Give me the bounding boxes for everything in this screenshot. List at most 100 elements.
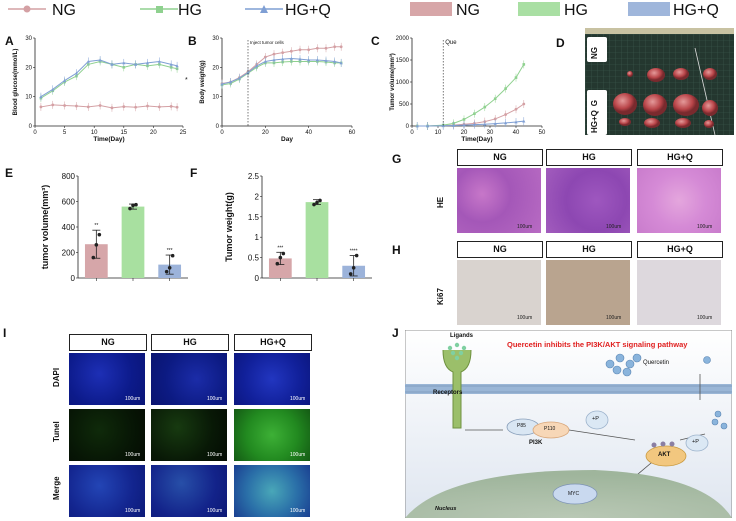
panel-f-ytick-label-0: 0	[255, 274, 260, 283]
panel-c-ylabel: Tumor volume(mm³)	[389, 53, 396, 111]
panel-h-scale-hgq: 100um	[697, 315, 713, 321]
panel-a-series-0-point-11	[169, 104, 173, 108]
panel-f-ytick-label-5: 2.5	[248, 172, 260, 181]
panel-b-series-0-point-14	[339, 45, 343, 49]
panel-f-point-0-1	[278, 255, 283, 260]
panel-b-series-0-point-9	[298, 48, 302, 52]
panel-label-a: A	[5, 34, 14, 48]
panel-f-point-0-2	[281, 251, 286, 256]
panel-e-point-0-2	[97, 232, 102, 237]
panel-a-series-0-line	[40, 104, 178, 109]
panel-b-series-2-point-5	[263, 59, 267, 63]
panel-j-receptors: Receptors	[433, 390, 463, 396]
panel-c-xtick-label-2: 20	[461, 130, 468, 136]
panel-f-ytick-label-2: 1	[255, 233, 260, 242]
panel-label-g: G	[392, 152, 402, 166]
panel-j-p1: +P	[592, 416, 599, 422]
panel-c-annotation-text: Que	[445, 40, 457, 46]
panel-j-diagram: Quercetin inhibits the PI3K/AKT signalin…	[405, 330, 732, 518]
panel-g-header-hgq: HG+Q	[637, 149, 723, 166]
panel-i-row-merge: Merge	[52, 476, 61, 500]
panel-b-series-2-point-2	[237, 76, 241, 80]
legend-left-marker-0	[23, 5, 31, 13]
legend-left-marker-1	[156, 6, 163, 13]
panel-b-ytick-label-3: 30	[212, 36, 219, 42]
panel-e-point-0-1	[94, 243, 99, 247]
panel-a-series-2-point-7	[122, 61, 126, 65]
panel-c-series-0-point-9	[514, 107, 518, 111]
panel-c-series-1-point-9	[514, 76, 518, 79]
panel-c-series-2-point-2	[441, 124, 445, 128]
panel-c-series-2-point-0	[415, 124, 419, 128]
legend-right-swatch-1	[518, 2, 560, 16]
panel-g-scale-ng: 100um	[517, 224, 533, 230]
panel-g-scale-hg: 100um	[606, 224, 622, 230]
legend-left-marker-2	[260, 5, 268, 13]
panel-b-series-2-point-12	[324, 58, 328, 62]
panel-j-p2: +P	[692, 439, 699, 445]
panel-b-xtick-label-0: 0	[220, 130, 224, 136]
panel-e-ylabel: tumor volume(mm³)	[40, 185, 50, 270]
panel-f-point-1-2	[318, 198, 322, 203]
panel-a-series-2-point-8	[134, 62, 138, 66]
panel-f-point-2-1	[351, 266, 356, 270]
panel-b-ytick-label-0: 0	[216, 124, 220, 130]
panel-a-ytick-label-1: 10	[25, 95, 32, 101]
panel-b-ytick-label-2: 20	[212, 65, 219, 71]
panel-f-point-0-0	[275, 261, 280, 266]
panel-a-series-1-line	[40, 60, 178, 99]
panel-e-bar-0	[84, 244, 108, 278]
legend-left-label-1: HG	[178, 2, 202, 18]
panel-a-series-0-point-2	[63, 104, 66, 107]
panel-a-series-2-point-12	[175, 64, 179, 68]
panel-e-ytick-label-4: 800	[62, 172, 76, 181]
panel-label-j: J	[392, 326, 399, 340]
panel-b-series-2-point-0	[220, 82, 224, 86]
panel-c-series-2-point-10	[522, 119, 526, 123]
panel-b-series-0-point-5	[263, 55, 267, 59]
panel-f-point-1-0	[312, 202, 316, 207]
panel-c-xtick-label-5: 50	[539, 130, 546, 136]
panel-b-series-2-point-7	[281, 57, 285, 61]
panel-a-series-1-point-7	[122, 66, 126, 69]
panel-i-scale-3: 100um	[290, 396, 306, 402]
panel-c-ytick-label-0: 0	[406, 124, 410, 130]
panel-c-xlabel: Time(Day)	[461, 136, 492, 143]
panel-a-series-2-point-4	[86, 59, 90, 63]
panel-e-ytick-label-3: 600	[62, 198, 76, 207]
panel-e-point-2-1	[167, 266, 172, 270]
panel-g-image-hgq	[637, 168, 721, 233]
panel-f-ytick-label-4: 2	[255, 192, 260, 201]
panel-a-series-2-point-0	[39, 95, 43, 98]
panel-c-series-2-point-4	[462, 123, 466, 127]
panel-b-series-2-point-14	[339, 61, 343, 65]
panel-c-ytick-label-3: 1500	[396, 58, 410, 64]
panel-d-label-ng: NG	[587, 37, 607, 62]
legend-right-swatch-2	[628, 2, 670, 16]
panel-i-scale-9: 100um	[290, 508, 306, 514]
panel-f-point-1-1	[315, 200, 319, 205]
panel-c-series-1-point-10	[522, 63, 526, 66]
panel-i-merge-hgq	[234, 465, 310, 517]
panel-i-merge-hg	[151, 465, 227, 517]
panel-j-akt: AKT	[658, 452, 671, 458]
panel-i-scale-7: 100um	[125, 508, 141, 514]
panel-g-row-label: HE	[436, 196, 445, 208]
panel-a-series-0-point-8	[134, 105, 138, 109]
panel-a-series-0-point-0	[39, 105, 43, 109]
panel-j-pi3k: PI3K	[529, 440, 543, 446]
panel-b-series-0-point-11	[315, 46, 319, 50]
panel-a-xtick-label-5: 25	[180, 130, 187, 136]
panel-e-point-2-0	[164, 269, 169, 274]
panel-c-series-2-point-9	[514, 120, 518, 124]
panel-e-point-0-0	[91, 255, 96, 260]
panel-h-image-hg	[546, 260, 630, 325]
panel-label-b: B	[188, 34, 197, 48]
panel-a-xtick-label-1: 5	[63, 130, 67, 136]
panel-f-bar-1	[305, 202, 329, 278]
panel-e-point-1-2	[134, 202, 138, 207]
panel-i-row-tunel: Tunel	[52, 421, 61, 442]
panel-c-xtick-label-3: 30	[487, 130, 494, 136]
panel-c-xtick-label-1: 10	[435, 130, 442, 136]
panel-j-myc: MYC	[568, 491, 580, 497]
